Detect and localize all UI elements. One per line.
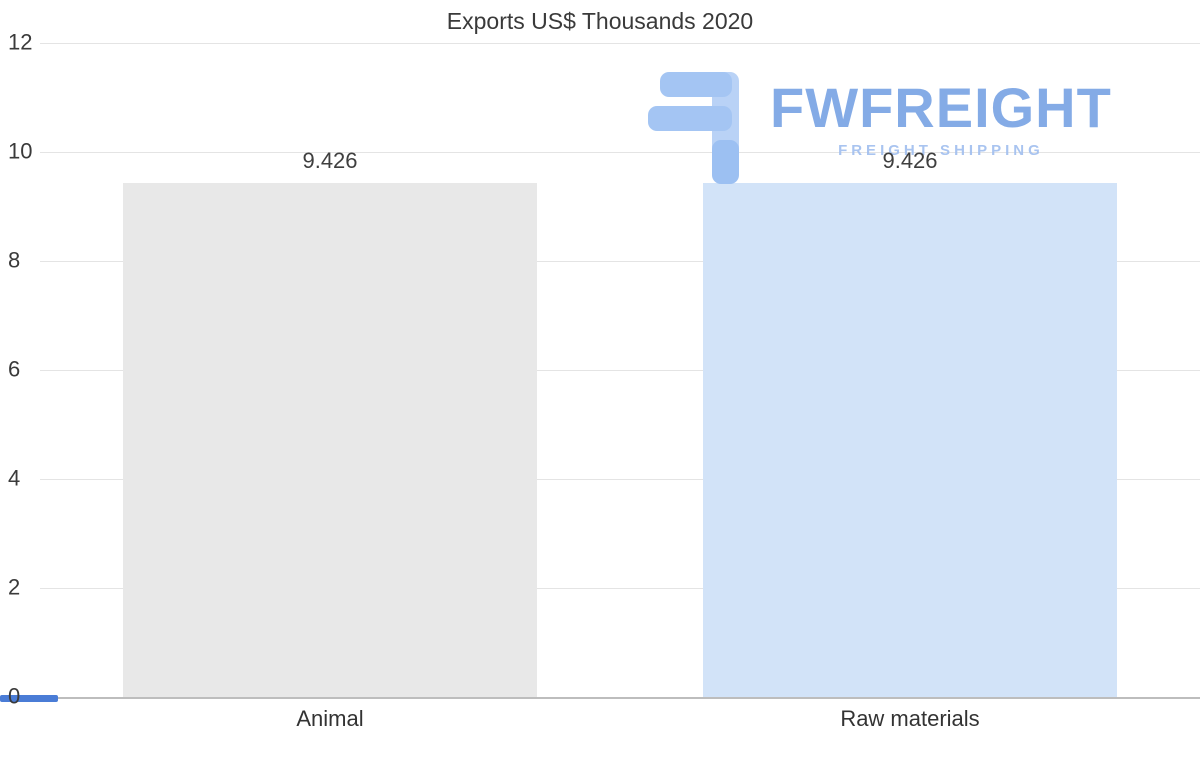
bar-value-label: 9.426 [882, 148, 938, 174]
y-tick-label: 10 [8, 138, 33, 164]
baseline-accent [0, 695, 58, 702]
bar-value-label: 9.426 [302, 148, 358, 174]
y-tick-label: 2 [8, 574, 21, 600]
y-tick-label: 8 [8, 247, 21, 273]
x-category-label: Animal [296, 706, 364, 731]
watermark-brand: FWFREIGHT [770, 76, 1112, 139]
gridline [40, 152, 1200, 153]
watermark: FWFREIGHT FREIGHT SHIPPING [648, 70, 1112, 184]
watermark-text: FWFREIGHT FREIGHT SHIPPING [770, 76, 1112, 160]
y-tick-label: 6 [8, 356, 21, 382]
y-tick-label: 0 [8, 683, 21, 709]
bar-raw-materials[interactable] [702, 183, 1118, 697]
gridline [40, 261, 1200, 262]
gridline [40, 370, 1200, 371]
gridline [40, 479, 1200, 480]
bar-animal[interactable] [122, 183, 538, 697]
x-category-label: Raw materials [840, 706, 980, 731]
y-tick-label: 4 [8, 465, 21, 491]
x-axis-baseline [40, 697, 1200, 699]
gridline [40, 43, 1200, 44]
fwfreight-logo-icon [648, 72, 739, 184]
chart-title: Exports US$ Thousands 2020 [446, 8, 754, 34]
y-tick-label: 12 [8, 29, 33, 55]
gridline [40, 588, 1200, 589]
watermark-tagline: FREIGHT SHIPPING [838, 142, 1044, 159]
